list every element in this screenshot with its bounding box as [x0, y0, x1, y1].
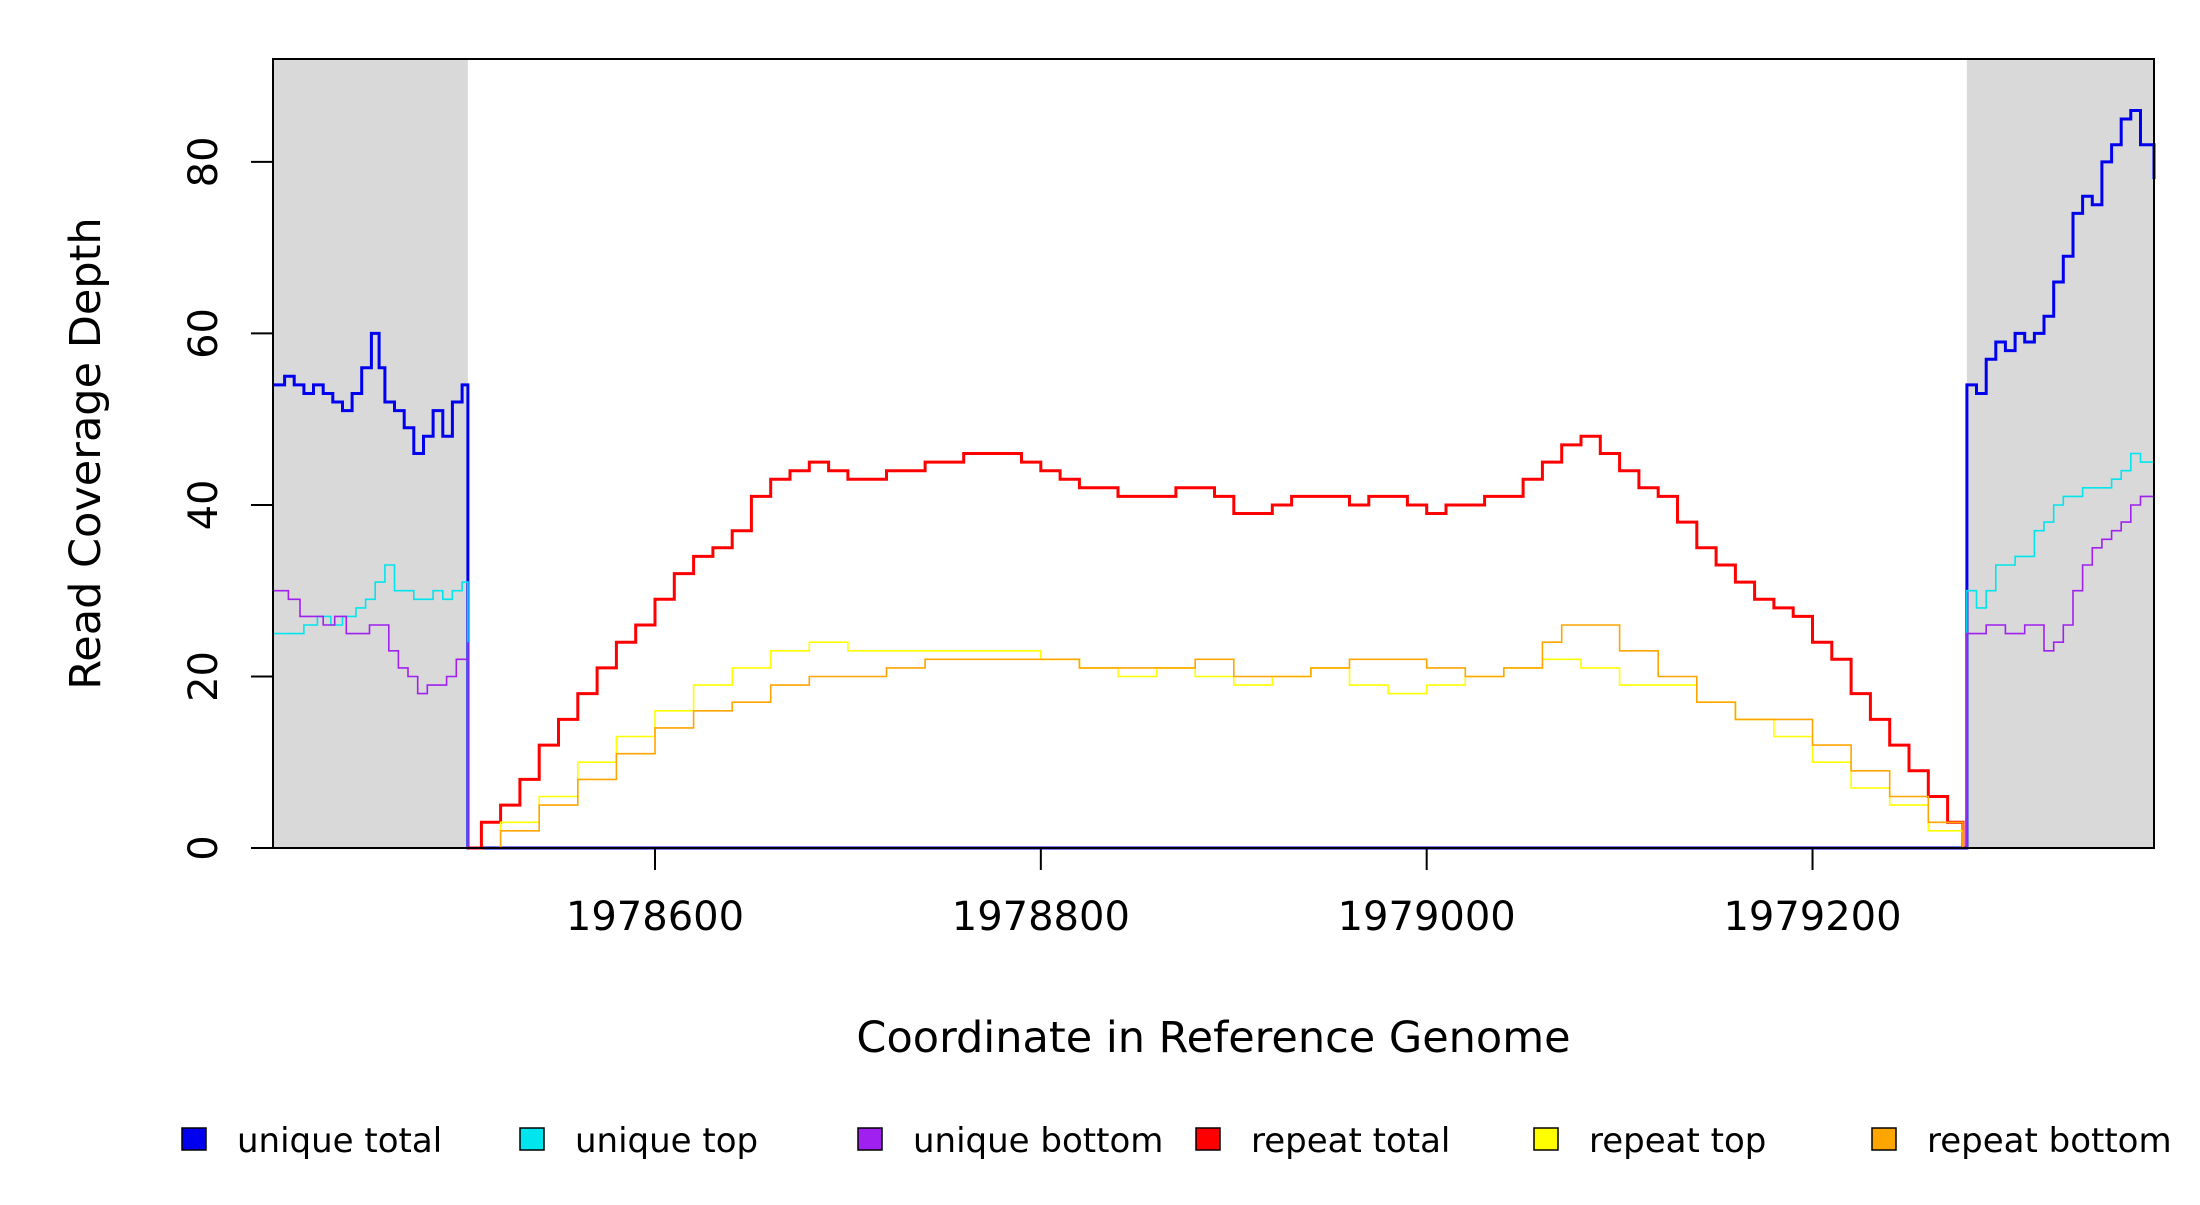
x-tick-label: 1978800	[952, 894, 1130, 940]
x-tick-label: 1979000	[1338, 894, 1516, 940]
series-lines	[273, 109, 2156, 850]
y-tick-label: 80	[181, 136, 227, 187]
x-tick-label: 1979200	[1723, 894, 1901, 940]
legend: unique total unique top unique bottom repea…	[181, 1121, 2172, 1161]
x-axis-title: Coordinate in Reference Genome	[856, 1013, 1570, 1063]
legend-swatch	[519, 1127, 545, 1151]
legend-swatch	[1533, 1127, 1559, 1151]
series-repeat-total	[467, 434, 1965, 850]
shaded-region-1	[1966, 59, 2154, 848]
legend-label: unique bottom	[913, 1121, 1163, 1161]
shaded-regions	[273, 59, 2154, 848]
y-tick-label: 20	[181, 651, 227, 702]
legend-label: repeat top	[1589, 1121, 1766, 1161]
series-repeat-bottom	[467, 624, 1964, 849]
axes: 1978600 1978800 1979000 1979200 0 20 40 60 80	[181, 136, 1902, 940]
shaded-region-0	[273, 59, 468, 848]
x-tick-label: 1978600	[566, 894, 744, 940]
legend-label: unique total	[237, 1121, 442, 1161]
legend-swatch	[1195, 1127, 1221, 1151]
legend-label: unique top	[575, 1121, 758, 1161]
legend-swatch	[181, 1127, 207, 1151]
legend-swatch	[1871, 1127, 1897, 1151]
legend-swatch	[857, 1127, 883, 1151]
y-tick-label: 40	[181, 480, 227, 531]
y-tick-label: 60	[181, 308, 227, 359]
y-tick-label: 0	[181, 835, 227, 860]
legend-label: repeat bottom	[1927, 1121, 2172, 1161]
y-axis-title: Read Coverage Depth	[61, 217, 111, 689]
legend-label: repeat total	[1251, 1121, 1450, 1161]
